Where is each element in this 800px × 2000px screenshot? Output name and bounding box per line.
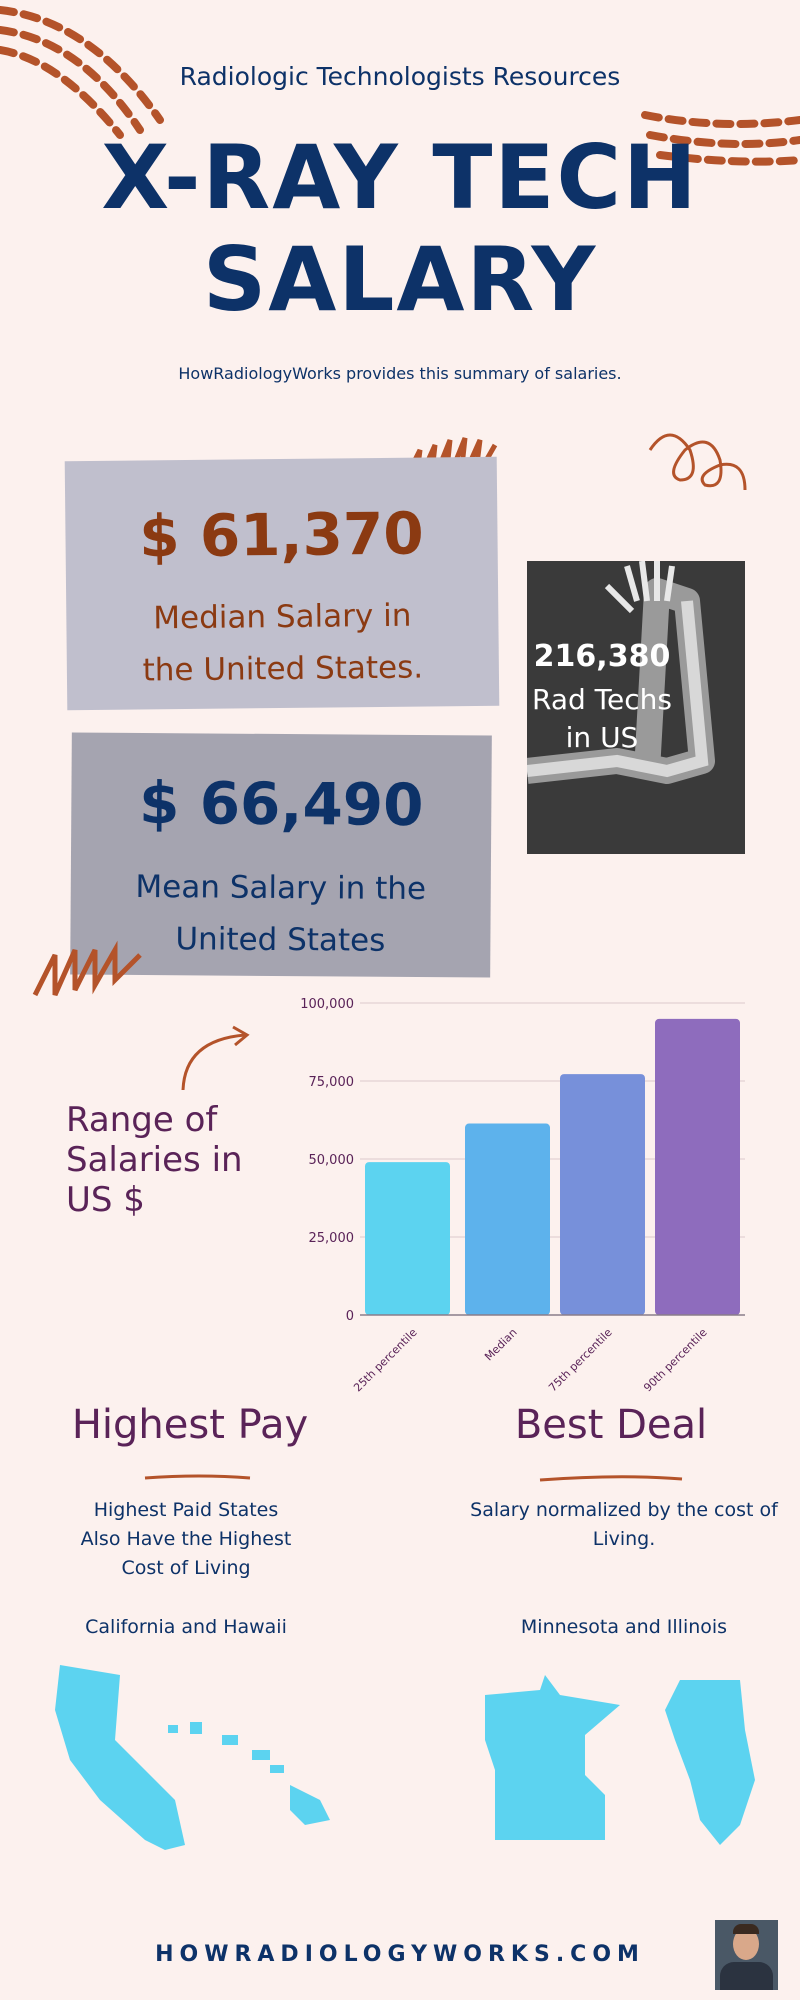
- x-tick-label: 75th percentile: [546, 1326, 615, 1395]
- swirl-decoration: [648, 433, 747, 491]
- page-title-line1: X-RAY TECH: [101, 126, 699, 229]
- range-label-3: US $: [66, 1180, 145, 1220]
- best-deal-desc-1: Salary normalized by the cost of: [470, 1499, 778, 1521]
- decorative-dashes: [0, 6, 800, 166]
- scribble-decoration-2: [32, 940, 142, 997]
- y-tick-label: 25,000: [309, 1231, 355, 1246]
- bar-25th-percentile: [365, 1162, 450, 1315]
- y-tick-label: 75,000: [309, 1075, 355, 1090]
- state-maps: [55, 1665, 755, 1850]
- illinois-map: [665, 1680, 755, 1845]
- highest-pay-title: Highest Pay: [71, 1402, 309, 1448]
- rad-techs-label-1: Rad Techs: [532, 683, 672, 716]
- california-map: [55, 1665, 185, 1850]
- underline-strokes: [144, 1474, 683, 1482]
- x-tick-label: 25th percentile: [351, 1326, 420, 1395]
- y-tick-label: 0: [346, 1309, 354, 1324]
- x-tick-label: Median: [482, 1326, 520, 1364]
- kicker: Radiologic Technologists Resources: [179, 62, 621, 91]
- highest-pay-desc-3: Cost of Living: [121, 1557, 251, 1579]
- author-avatar: [715, 1920, 778, 1990]
- highest-pay-description: Highest Paid States Also Have the Highes…: [16, 1496, 356, 1583]
- footer-site[interactable]: HOWRADIOLOGYWORKS.COM: [155, 1942, 645, 1967]
- best-deal-description: Salary normalized by the cost of Living.: [444, 1496, 800, 1554]
- best-deal-desc-2: Living.: [592, 1528, 656, 1550]
- subtitle: HowRadiologyWorks provides this summary …: [178, 364, 622, 383]
- highest-pay-desc-2: Also Have the Highest: [80, 1528, 292, 1550]
- range-label-2: Salaries in: [66, 1140, 243, 1180]
- bar-75th-percentile: [560, 1074, 645, 1315]
- best-deal-states: Minnesota and Illinois: [520, 1616, 728, 1638]
- range-label-1: Range of: [66, 1100, 218, 1140]
- hawaii-map: [168, 1722, 330, 1825]
- best-deal-title: Best Deal: [514, 1402, 708, 1448]
- highest-pay-desc-1: Highest Paid States: [93, 1499, 279, 1521]
- rad-techs-label-2: in US: [565, 721, 639, 754]
- arm-xray-image: [527, 561, 715, 784]
- page-title-line2: SALARY: [202, 228, 598, 331]
- range-label: Range of Salaries in US $: [66, 1100, 243, 1220]
- bar-median: [465, 1123, 550, 1315]
- rad-techs-count-card: 216,380 Rad Techs in US: [527, 561, 745, 854]
- minnesota-map: [485, 1675, 620, 1840]
- arrow-icon: [181, 1025, 250, 1091]
- y-tick-label: 50,000: [309, 1153, 355, 1168]
- x-tick-label: 90th percentile: [641, 1326, 710, 1395]
- rad-techs-count: 216,380: [533, 639, 671, 674]
- y-tick-label: 100,000: [300, 997, 354, 1012]
- bar-90th-percentile: [655, 1018, 740, 1315]
- highest-pay-states: California and Hawaii: [85, 1616, 287, 1638]
- salary-range-bar-chart: 0 25,000 50,000 75,000 100,000 25th percentil…: [300, 997, 745, 1395]
